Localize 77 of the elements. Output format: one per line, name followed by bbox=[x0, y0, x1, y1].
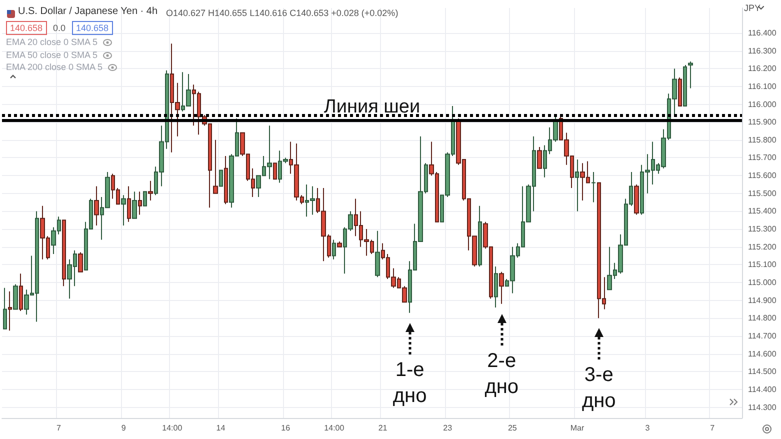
candlestick bbox=[575, 159, 579, 212]
y-tick-label: 115.900 bbox=[748, 118, 777, 127]
y-axis-title: JPY bbox=[744, 3, 761, 13]
candlestick bbox=[143, 191, 147, 206]
annotation: 140.658 bbox=[6, 21, 47, 35]
x-tick-label: 14:00 bbox=[162, 424, 183, 432]
candlestick bbox=[337, 241, 342, 248]
x-tick-label: 21 bbox=[378, 424, 388, 432]
annotation: EMA 20 close 0 SMA 5 bbox=[6, 37, 98, 47]
x-tick-label: Mar bbox=[570, 424, 584, 432]
candlestick bbox=[683, 64, 687, 107]
candlestick bbox=[13, 284, 18, 310]
candlestick bbox=[375, 230, 380, 278]
chart-subtitle: O140.627 H140.655 L140.616 C140.653 +0.028 (+0.02%) bbox=[166, 8, 398, 18]
candlestick bbox=[121, 194, 126, 226]
y-tick-label: 115.500 bbox=[748, 188, 777, 198]
y-tick-label: 114.500 bbox=[748, 367, 777, 376]
y-tick-label: 115.700 bbox=[748, 153, 777, 162]
candlestick bbox=[62, 220, 66, 287]
candlestick bbox=[634, 184, 639, 216]
y-tick-label: 114.400 bbox=[748, 384, 777, 394]
y-tick-label: 116.200 bbox=[748, 64, 777, 74]
y-tick-label: 115.800 bbox=[748, 135, 777, 144]
candlestick bbox=[591, 172, 596, 203]
annotation: EMA 200 close 0 SMA 5 bbox=[6, 62, 103, 72]
y-tick-label: 116.400 bbox=[748, 28, 777, 38]
candlestick bbox=[94, 186, 99, 226]
y-tick-label: 114.700 bbox=[748, 332, 777, 340]
y-tick-label: 114.900 bbox=[748, 296, 777, 305]
y-tick-label: 114.300 bbox=[748, 402, 777, 412]
x-tick-label: 25 bbox=[508, 424, 518, 432]
candlestick bbox=[494, 266, 498, 308]
y-tick-label: 116.000 bbox=[748, 100, 777, 109]
ref-line-label: Линия шеи bbox=[324, 96, 420, 118]
y-tick-label: 115.600 bbox=[748, 171, 777, 180]
candlestick bbox=[224, 155, 228, 205]
y-tick-label: 114.600 bbox=[748, 349, 777, 358]
y-tick-label: 115.000 bbox=[748, 278, 777, 288]
candlestick bbox=[688, 60, 693, 89]
annotation: 140.658 bbox=[72, 21, 113, 35]
candlestick bbox=[213, 139, 218, 194]
candlestick bbox=[138, 191, 142, 216]
candlestick bbox=[3, 287, 7, 330]
y-tick-label: 115.200 bbox=[748, 242, 777, 252]
candlestick bbox=[478, 205, 482, 267]
annotation: 0.0 bbox=[53, 23, 66, 33]
y-tick-label: 115.300 bbox=[748, 224, 777, 234]
y-tick-label: 115.400 bbox=[748, 206, 777, 216]
candlestick bbox=[19, 273, 23, 312]
candlestick bbox=[678, 77, 682, 107]
candlestick bbox=[132, 191, 137, 219]
chart-title: U.S. Dollar / Japanese Yen · 4h bbox=[18, 6, 158, 17]
x-tick-label: 14 bbox=[216, 424, 226, 432]
candlestick bbox=[273, 162, 277, 180]
candlestick bbox=[8, 290, 12, 332]
x-tick-label: 16 bbox=[281, 424, 291, 432]
candlestick bbox=[332, 239, 336, 260]
y-tick-label: 115.100 bbox=[748, 260, 777, 270]
x-tick-label: 7 bbox=[56, 424, 62, 432]
x-tick-label: 9 bbox=[121, 424, 126, 432]
x-tick-label: 14:00 bbox=[324, 424, 345, 432]
annotation: 2-е дно bbox=[484, 348, 520, 400]
candlestick bbox=[127, 186, 131, 222]
annotation: 1-е дно bbox=[392, 358, 428, 409]
y-tick-label: 116.100 bbox=[748, 82, 777, 91]
candlestick bbox=[78, 252, 83, 272]
x-tick-label: 3 bbox=[645, 424, 650, 432]
candlestick bbox=[148, 180, 153, 202]
y-tick-label: 114.800 bbox=[748, 314, 777, 323]
x-tick-label: 23 bbox=[443, 424, 453, 432]
annotation: 3-е дно bbox=[580, 363, 617, 414]
candlestick bbox=[499, 271, 504, 304]
candlestick bbox=[219, 170, 223, 187]
annotation: EMA 50 close 0 SMA 5 bbox=[6, 50, 98, 60]
candlestick bbox=[537, 146, 542, 169]
y-tick-label: 116.300 bbox=[748, 46, 777, 56]
x-tick-label: 7 bbox=[710, 424, 716, 432]
